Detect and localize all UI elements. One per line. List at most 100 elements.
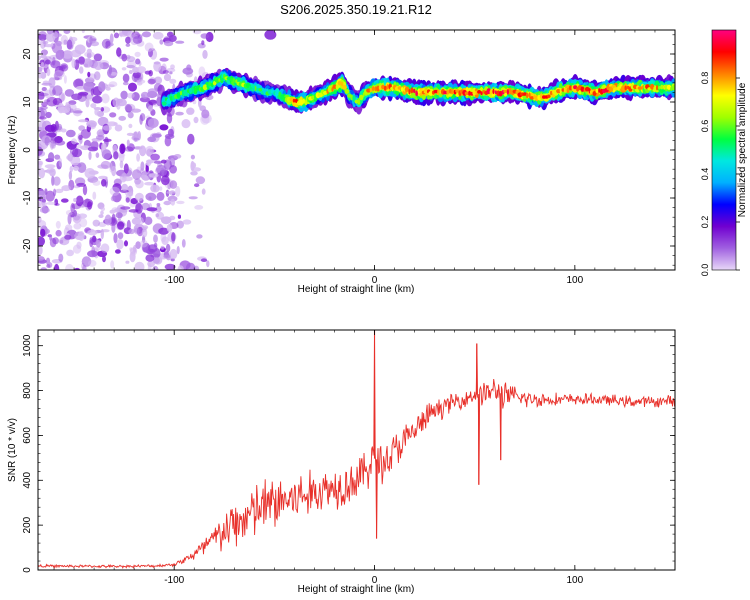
spectrogram-noise-cell [123,163,129,174]
spectrogram-noise-cell [38,256,45,261]
spectrogram-noise-cell [63,39,68,45]
spectrogram-noise-cell [165,243,171,253]
spectrogram-noise-cell [161,159,167,164]
spectrogram-ridge-cell [342,84,347,90]
spectrogram-noise-cell [158,227,170,235]
spectrogram-noise-cell [106,84,115,88]
spectrogram-noise-cell [100,228,105,240]
spectrogram-ridge-cell [670,86,673,91]
spectrogram-noise-cell [92,95,103,104]
spectrogram-noise-cell [81,30,85,34]
spectrogram-noise-cell [54,154,61,160]
y-tick-label: 0 [22,567,33,573]
spectrogram-ridge-cell [506,89,509,95]
snr-frame [37,329,676,571]
spectrogram-noise-cell [141,228,148,238]
spectrogram-noise-cell [128,82,137,92]
spectrogram-noise-cell [45,190,55,202]
spectrogram-ridge-cell [566,87,570,94]
spectrogram-noise-cell [38,107,44,111]
spectrogram-noise-cell [194,205,204,210]
spectrogram-noise-cell [132,131,140,142]
spectrogram-noise-cell [50,60,61,69]
spectrogram-noise-cell [117,232,124,240]
y-tick-label: -20 [22,238,33,253]
spectrogram-noise-cell [45,111,52,119]
spectrogram-noise-cell [169,180,178,189]
spectrogram-noise-cell [190,162,197,169]
spectrogram-noise-cell [59,63,69,72]
spectrogram-noise-cell [93,53,103,62]
spectrogram-noise-cell [93,246,102,251]
spectrogram-noise-cell [53,33,62,37]
spectrogram-noise-cell [131,169,142,180]
spectrogram-noise-cell [46,201,57,205]
spectrogram-noise-cell [160,216,171,221]
spectrogram-noise-cell [86,52,92,59]
spectrogram-noise-cell [66,39,73,50]
spectrogram-noise-cell [64,89,75,97]
spectrogram-noise-cell [93,71,101,81]
spectrogram-noise-cell [169,71,173,75]
spectrogram-noise-cell [54,203,60,206]
spectrogram-noise-cell [69,165,74,173]
spectrogram-noise-cell [46,264,51,268]
spectrogram-noise-cell [156,191,165,201]
spectrogram-noise-cell [186,107,195,115]
spectrogram-ridge-cell [347,93,352,98]
spectrogram-noise-cell [67,213,71,225]
spectrogram-ridge-cell [350,94,354,101]
spectrogram-noise-cell [94,108,100,116]
spectrogram-ridge-cell [194,87,197,94]
spectrogram-ridge-cell [592,91,597,96]
y-tick-label: 200 [22,516,33,533]
spectrogram-noise-cell [53,176,61,186]
spectrogram-noise-cell [105,86,111,91]
spectrogram-noise-cell [152,257,160,264]
spectrogram-noise-cell [71,93,83,101]
spectrogram-ridge-cell [410,87,414,94]
spectrogram-noise-cell [92,191,97,200]
spectrogram-noise-cell [46,96,58,107]
spectrogram-noise-cell [100,206,106,212]
spectrogram-ridge-cell [641,85,644,90]
spectrogram-ridge-cell [656,85,658,91]
spectrogram-noise-cell [151,133,162,138]
spectrogram-noise-cell [125,260,130,264]
spectrogram-noise-cell [121,67,127,71]
spectrogram-noise-cell [55,50,65,60]
spectrogram-noise-cell [96,129,105,138]
spectrogram-noise-cell [80,93,88,97]
snr-line-layer [38,330,675,569]
spectrogram-noise-cell [80,129,91,139]
spectrogram-noise-cell [52,85,63,96]
spectrogram-noise-cell [80,145,91,151]
spectrogram-noise-cell [125,197,130,203]
spectrogram-noise-cell [41,49,48,56]
spectrogram-ridge-cell [206,84,209,88]
y-tick-label: 800 [22,382,33,399]
spectrogram-noise-cell [53,263,60,270]
spectrogram-ridge-cell [275,91,280,96]
spectrogram-ridge-cell [451,88,454,94]
spectrogram-noise-cell [118,152,125,163]
spectrogram-noise-cell [139,113,146,122]
spectrogram-noise-cell [64,234,72,240]
spectrogram-noise-cell [41,82,52,86]
spectrogram-noise-cell [132,71,141,79]
spectrogram-noise-cell [161,236,169,245]
spectrogram-noise-cell [65,263,74,270]
spectrogram-noise-cell [110,72,118,76]
spectrogram-noise-cell [141,31,152,38]
colorbar-ticks: 0.0 0.2 0.4 0.6 0.8 [700,72,740,276]
spectrogram-noise-cell [135,179,144,189]
spectrogram-noise-cell [111,213,116,224]
spectrogram-ridge-cell [357,99,361,105]
spectrogram-noise-cell [41,101,48,107]
spectrogram-noise-cell [133,137,139,141]
spectrogram-noise-cell [51,141,56,149]
spectrogram-y-axis: -20 -10 0 10 20 [22,34,675,266]
snr-y-axis: 0 200 400 600 800 1000 [22,334,675,573]
spectrogram-noise-cell [38,111,42,117]
